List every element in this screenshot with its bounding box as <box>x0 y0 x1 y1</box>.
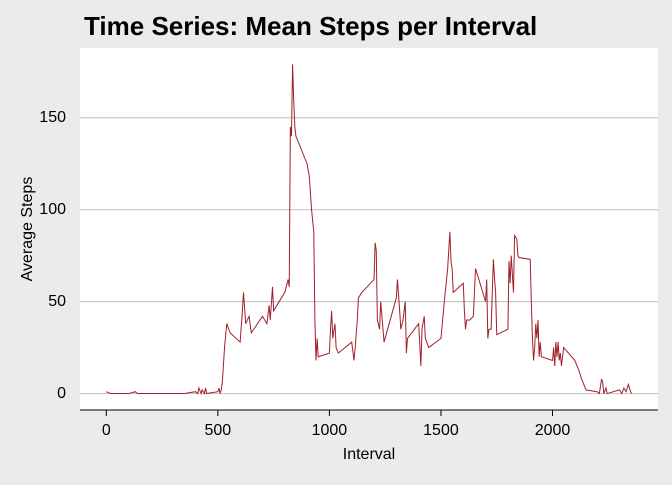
x-tick-label: 500 <box>204 422 231 439</box>
y-tick-label: 50 <box>48 293 66 310</box>
y-tick-label: 150 <box>39 109 66 126</box>
y-tick-label: 100 <box>39 201 66 218</box>
x-tick-label: 1500 <box>423 422 459 439</box>
y-axis-label: Average Steps <box>19 177 36 282</box>
y-tick-label: 0 <box>57 385 66 402</box>
x-tick-label: 0 <box>102 422 111 439</box>
plot-panel <box>80 48 658 410</box>
chart-title: Time Series: Mean Steps per Interval <box>84 11 537 41</box>
x-tick-label: 2000 <box>535 422 571 439</box>
x-axis-label: Interval <box>343 446 395 463</box>
data-line <box>106 64 633 396</box>
x-tick-label: 1000 <box>312 422 348 439</box>
